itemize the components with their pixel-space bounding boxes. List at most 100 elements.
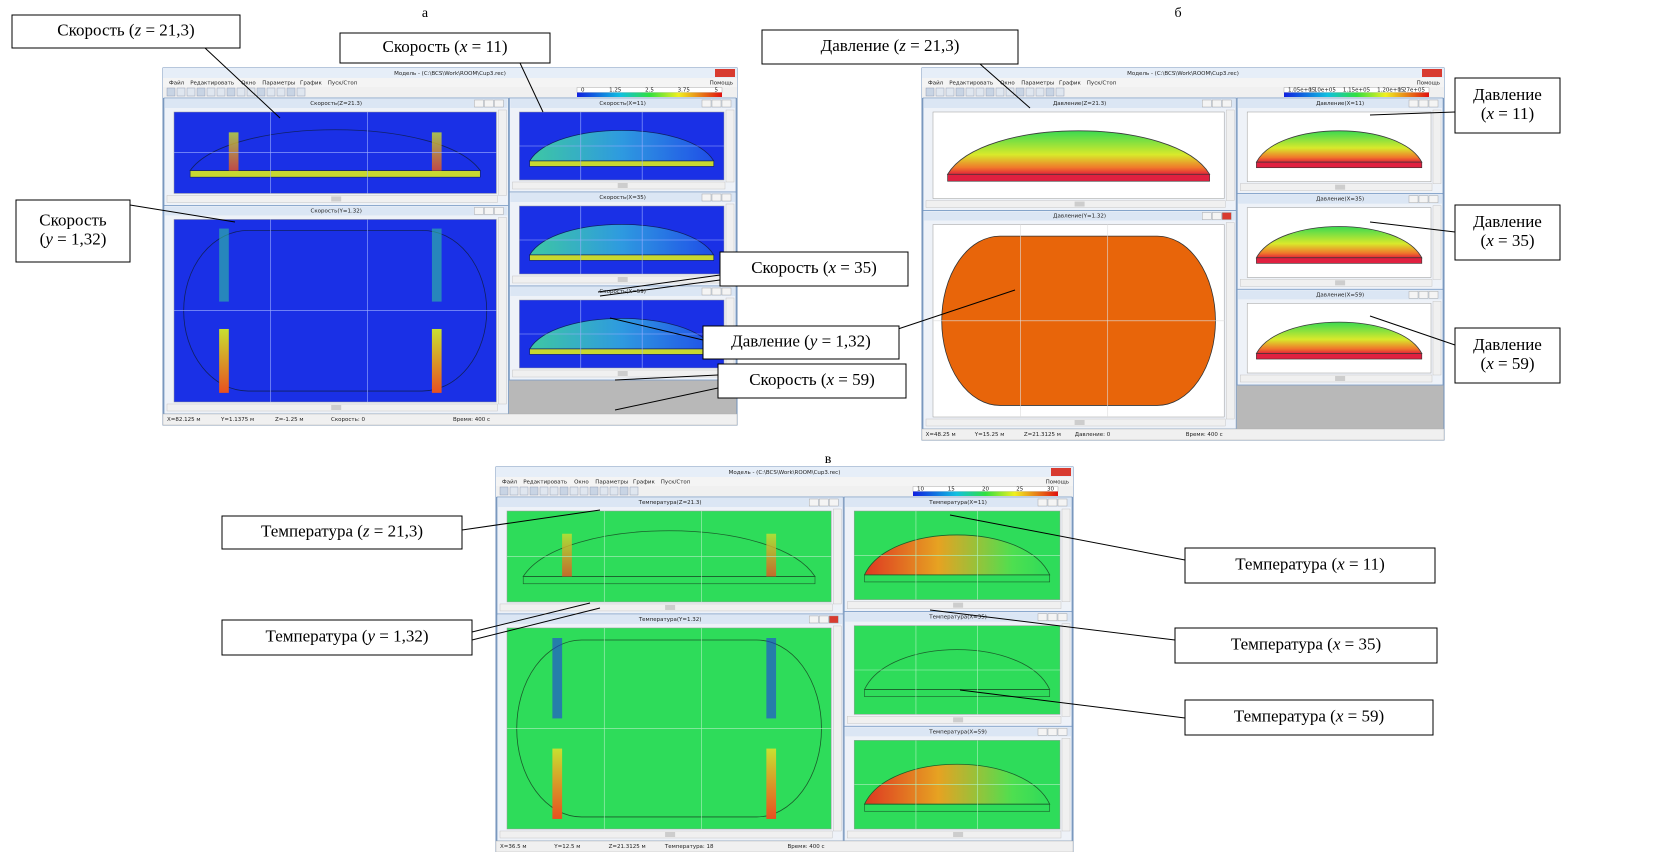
callout-part: = 1,32) bbox=[53, 229, 107, 248]
window-button bbox=[819, 498, 829, 507]
callout-part: Температура ( bbox=[1231, 634, 1333, 653]
menu-item: Параметры bbox=[1021, 81, 1054, 87]
window-title: Модель - (C:\BCS\Work\ROOM\Cup3.rec) bbox=[394, 71, 506, 77]
menu-item: Файл bbox=[928, 80, 944, 87]
panel-letter: б bbox=[1174, 6, 1181, 21]
callout-variable: y bbox=[365, 626, 375, 645]
sub-title-bar bbox=[510, 193, 735, 202]
tool-icon bbox=[176, 87, 186, 97]
callout-part: = 1,32) bbox=[817, 331, 871, 350]
callout-text: Давление bbox=[1473, 212, 1542, 231]
leader-line bbox=[959, 689, 1186, 719]
menu-help: Помощь bbox=[1417, 81, 1440, 87]
tool-icon bbox=[619, 486, 629, 496]
toolbar bbox=[496, 486, 1073, 497]
field-jet bbox=[219, 228, 229, 302]
callout-text: Температура (x = 35) bbox=[1231, 634, 1381, 653]
field-jet bbox=[766, 638, 777, 719]
window-button bbox=[721, 193, 732, 202]
status-field: Z=21.3125 м bbox=[609, 844, 646, 850]
tool-icon bbox=[955, 87, 965, 97]
scroll-thumb bbox=[617, 371, 628, 376]
sub-window-title: Температура(Z=21.3) bbox=[638, 500, 702, 506]
window-button bbox=[1047, 728, 1058, 736]
tool-icon bbox=[975, 87, 985, 97]
field-base bbox=[529, 254, 715, 261]
window-button bbox=[1057, 728, 1068, 736]
leader-line bbox=[979, 63, 1031, 109]
window-button bbox=[1037, 728, 1048, 736]
window-button bbox=[1408, 99, 1419, 108]
toolbar bbox=[163, 87, 737, 98]
sub-window-title: Скорость(X=35) bbox=[599, 195, 646, 201]
callout-box bbox=[1454, 204, 1561, 261]
callout-part: = 11) bbox=[1494, 104, 1534, 123]
sub-window-title: Скорость(Y=1.32) bbox=[311, 208, 362, 214]
callout-part: Температура ( bbox=[1235, 554, 1337, 573]
callout-part: ( bbox=[1481, 104, 1487, 123]
tool-icon bbox=[296, 87, 306, 97]
callout-text: (x = 11) bbox=[1481, 104, 1534, 123]
status-field: Y=1.1375 м bbox=[220, 417, 254, 423]
callout-box bbox=[221, 619, 473, 656]
callout-part: = 59) bbox=[1343, 706, 1384, 725]
callout-text: Давление bbox=[1473, 335, 1542, 354]
status-field: Y=15.25 м bbox=[974, 432, 1005, 438]
callout-variable: x bbox=[826, 370, 835, 389]
callout-part: = 59) bbox=[834, 370, 875, 389]
callout-part: = 1,32) bbox=[375, 626, 429, 645]
callout-box bbox=[761, 29, 1019, 65]
scroll-thumb bbox=[331, 196, 342, 202]
sub-window-title: Давление(X=35) bbox=[1316, 197, 1364, 203]
sub-title-bar bbox=[498, 614, 843, 624]
callout-variable: z bbox=[134, 20, 142, 39]
window-button bbox=[829, 498, 839, 507]
status-field: Z=-1.25 м bbox=[275, 417, 304, 423]
status-bar bbox=[162, 413, 738, 426]
leader-line bbox=[614, 387, 719, 411]
scroll-thumb bbox=[665, 604, 676, 610]
status-field: Давление: 0 bbox=[1075, 432, 1111, 438]
scroll-thumb bbox=[665, 832, 676, 837]
scale-tick-label: 1.27e+05 bbox=[1398, 88, 1426, 94]
menu-item: Параметры bbox=[262, 81, 295, 87]
color-scale bbox=[913, 491, 1058, 496]
scrollbar bbox=[833, 625, 842, 832]
scrollbar bbox=[498, 217, 507, 405]
callout-part: Скорость ( bbox=[383, 37, 461, 56]
window-button bbox=[721, 287, 732, 296]
scale-tick-label: 20 bbox=[982, 487, 989, 493]
tool-icon bbox=[629, 486, 639, 496]
window-button bbox=[1408, 195, 1419, 203]
sub-title-bar bbox=[1238, 290, 1442, 300]
leader-line bbox=[599, 279, 721, 297]
window-button bbox=[474, 99, 484, 108]
panel-letter: а bbox=[422, 6, 429, 21]
leader-line bbox=[894, 289, 1016, 331]
field-base bbox=[529, 348, 715, 355]
field-jet bbox=[552, 748, 563, 819]
menu-help: Помощь bbox=[1046, 480, 1069, 486]
toolbar bbox=[922, 87, 1444, 98]
callout-part: = 11) bbox=[1345, 554, 1385, 573]
leader-line bbox=[471, 607, 601, 641]
callout-part: Скорость ( bbox=[749, 370, 827, 389]
field-jet bbox=[766, 533, 777, 577]
sub-window-title: Давление(Y=1.32) bbox=[1053, 214, 1106, 220]
sub-title-bar bbox=[845, 727, 1071, 737]
sub-title-bar bbox=[1238, 194, 1442, 204]
field-jet bbox=[431, 132, 442, 171]
callout-variable: x bbox=[828, 258, 837, 277]
menu-bar bbox=[922, 78, 1444, 87]
sub-window-title: Скорость(Z=21.3) bbox=[310, 101, 362, 107]
menu-item: Окно bbox=[241, 81, 256, 87]
field-base bbox=[947, 174, 1210, 182]
window-title: Модель - (C:\BCS\Work\ROOM\Cup3.rec) bbox=[729, 470, 841, 476]
field-jet bbox=[766, 748, 777, 819]
scale-tick-label: 15 bbox=[948, 487, 955, 493]
status-field: Z=21.3125 м bbox=[1024, 432, 1061, 438]
callout-variable: x bbox=[1335, 706, 1344, 725]
scrollbar bbox=[1061, 623, 1071, 717]
callout-part: Давление ( bbox=[821, 36, 900, 55]
